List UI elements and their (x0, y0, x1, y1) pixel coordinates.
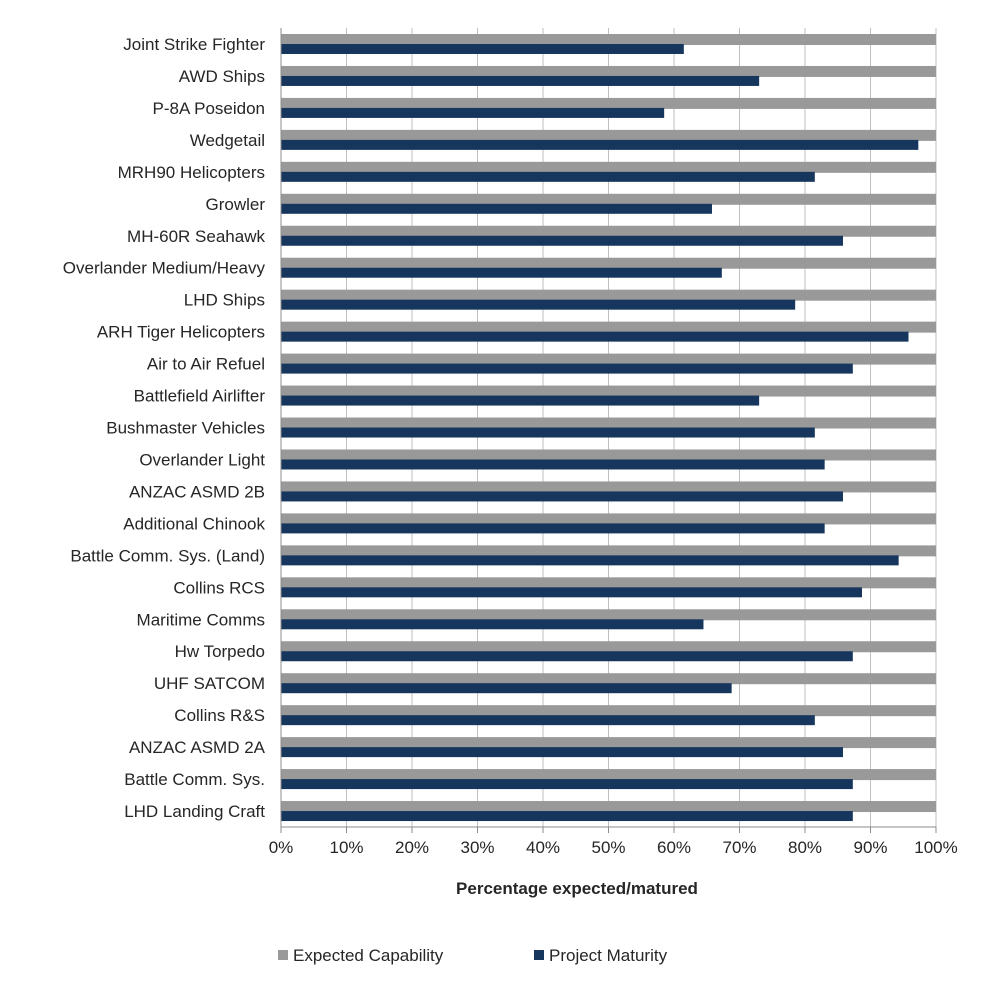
x-tick-label: 20% (395, 838, 429, 857)
category-label: Battle Comm. Sys. (Land) (70, 546, 265, 565)
bar-expected-capability (281, 97, 936, 109)
bar-project-maturity (281, 779, 853, 790)
x-tick-label: 30% (460, 838, 494, 857)
bar-project-maturity (281, 491, 843, 502)
category-label: LHD Ships (184, 291, 265, 310)
legend-label: Project Maturity (549, 946, 668, 965)
bar-expected-capability (281, 353, 936, 365)
category-label: Wedgetail (190, 131, 265, 150)
bar-project-maturity (281, 459, 825, 470)
category-label: Air to Air Refuel (147, 355, 265, 374)
category-label: ARH Tiger Helicopters (97, 323, 265, 342)
bar-project-maturity (281, 299, 796, 310)
bar-expected-capability (281, 193, 936, 205)
category-label: Battle Comm. Sys. (124, 770, 265, 789)
category-label: Additional Chinook (123, 514, 265, 533)
category-label: AWD Ships (179, 67, 265, 86)
bar-expected-capability (281, 385, 936, 397)
bar-project-maturity (281, 715, 815, 726)
category-label: Overlander Medium/Heavy (63, 259, 266, 278)
category-label: Hw Torpedo (175, 642, 265, 661)
category-label: Overlander Light (139, 450, 265, 469)
x-tick-label: 50% (591, 838, 625, 857)
bar-expected-capability (281, 289, 936, 301)
category-label: Joint Strike Fighter (123, 35, 265, 54)
x-tick-label: 60% (657, 838, 691, 857)
x-tick-label: 0% (269, 838, 294, 857)
category-label: Battlefield Airlifter (134, 387, 266, 406)
x-tick-label: 70% (722, 838, 756, 857)
category-label: LHD Landing Craft (124, 802, 265, 821)
bar-project-maturity (281, 427, 815, 438)
bar-expected-capability (281, 225, 936, 237)
bar-project-maturity (281, 139, 919, 150)
bar-project-maturity (281, 619, 704, 630)
bar-expected-capability (281, 417, 936, 429)
bar-expected-capability (281, 321, 936, 333)
x-tick-label: 100% (914, 838, 957, 857)
category-label: MH-60R Seahawk (127, 227, 265, 246)
bar-expected-capability (281, 449, 936, 461)
axes (280, 28, 937, 833)
category-label: ANZAC ASMD 2B (129, 482, 265, 501)
bar-project-maturity (281, 811, 853, 822)
bar-project-maturity (281, 171, 815, 182)
bar-project-maturity (281, 587, 862, 598)
x-tick-label: 40% (526, 838, 560, 857)
bar-project-maturity (281, 651, 853, 662)
labels: 0% 10% 20% 30% 40% 50% 60% 70% 80% 90% 100% Joint S… (63, 35, 958, 857)
bar-project-maturity (281, 107, 665, 118)
bar-project-maturity (281, 555, 899, 566)
bar-expected-capability (281, 65, 936, 77)
legend-swatch (534, 950, 544, 960)
bar-expected-capability (281, 577, 936, 589)
category-label: Maritime Comms (137, 610, 265, 629)
x-tick-label: 90% (853, 838, 887, 857)
bars (281, 34, 936, 822)
bar-project-maturity (281, 235, 843, 246)
legend-swatch (278, 950, 288, 960)
x-tick-label: 10% (329, 838, 363, 857)
bar-project-maturity (281, 267, 722, 278)
bar-project-maturity (281, 203, 712, 214)
bar-expected-capability (281, 609, 936, 621)
bar-expected-capability (281, 545, 936, 557)
bar-expected-capability (281, 129, 936, 141)
legend: Expected Capability Project Maturity (278, 946, 668, 965)
bar-expected-capability (281, 641, 936, 653)
bar-project-maturity (281, 75, 760, 86)
category-label: ANZAC ASMD 2A (129, 738, 266, 757)
x-axis-title: Percentage expected/matured (456, 879, 698, 898)
bar-expected-capability (281, 673, 936, 685)
bar-project-maturity (281, 683, 732, 694)
bar-project-maturity (281, 523, 825, 534)
bar-project-maturity (281, 363, 853, 374)
bar-expected-capability (281, 161, 936, 173)
category-label: MRH90 Helicopters (118, 163, 265, 182)
category-label: Collins R&S (174, 706, 265, 725)
legend-label: Expected Capability (293, 946, 444, 965)
bar-expected-capability (281, 801, 936, 813)
bar-expected-capability (281, 481, 936, 493)
bar-expected-capability (281, 769, 936, 781)
bar-expected-capability (281, 705, 936, 717)
category-label: Growler (205, 195, 265, 214)
category-label: Bushmaster Vehicles (106, 419, 265, 438)
bar-expected-capability (281, 737, 936, 749)
category-label: UHF SATCOM (154, 674, 265, 693)
bar-project-maturity (281, 395, 760, 406)
bar-project-maturity (281, 44, 684, 54)
bar-expected-capability (281, 257, 936, 269)
x-tick-label: 80% (788, 838, 822, 857)
bar-expected-capability (281, 513, 936, 525)
bar-project-maturity (281, 331, 909, 342)
bar-project-maturity (281, 747, 843, 758)
category-label: Collins RCS (173, 578, 265, 597)
category-label: P-8A Poseidon (153, 99, 265, 118)
bar-expected-capability (281, 34, 936, 45)
